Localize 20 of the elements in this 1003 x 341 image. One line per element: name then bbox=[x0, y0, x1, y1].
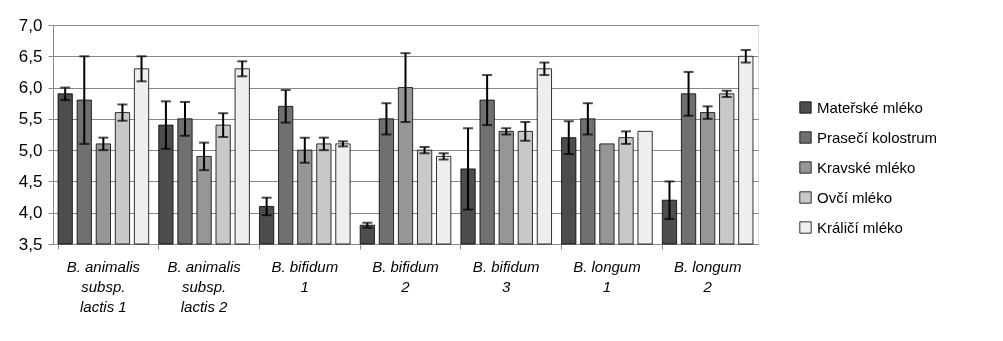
x-tick-label: B. animalis subsp. lactis 2 bbox=[167, 257, 242, 315]
y-tick-label: 6,5 bbox=[18, 46, 43, 66]
y-tick-label: 7,0 bbox=[18, 15, 43, 35]
y-tick-label: 5,5 bbox=[18, 109, 43, 129]
y-tick-label: 3,5 bbox=[18, 234, 43, 254]
y-tick-label: 4,0 bbox=[18, 203, 43, 223]
y-tick-label: 4,5 bbox=[18, 171, 43, 191]
x-tick-label: B. longum 2 bbox=[673, 257, 742, 295]
y-tick-label: 5,0 bbox=[18, 140, 43, 160]
x-tick-label: B. bifidum 1 bbox=[271, 257, 339, 295]
x-tick-label: B. longum 1 bbox=[573, 257, 641, 295]
legend-label: Králičí mléko bbox=[817, 218, 903, 236]
x-tick-label: B. bifidum 2 bbox=[372, 257, 439, 295]
x-tick-label: B. animalis subsp. lactis 1 bbox=[66, 257, 141, 315]
legend-label: Kravské mléko bbox=[817, 158, 916, 176]
x-tick-label: B. bifidum 3 bbox=[472, 257, 540, 295]
legend-label: Mateřské mléko bbox=[817, 98, 923, 116]
legend-label: Ovčí mléko bbox=[817, 188, 893, 206]
legend-label: Prasečí kolostrum bbox=[817, 128, 938, 146]
y-tick-label: 6,0 bbox=[18, 78, 43, 98]
